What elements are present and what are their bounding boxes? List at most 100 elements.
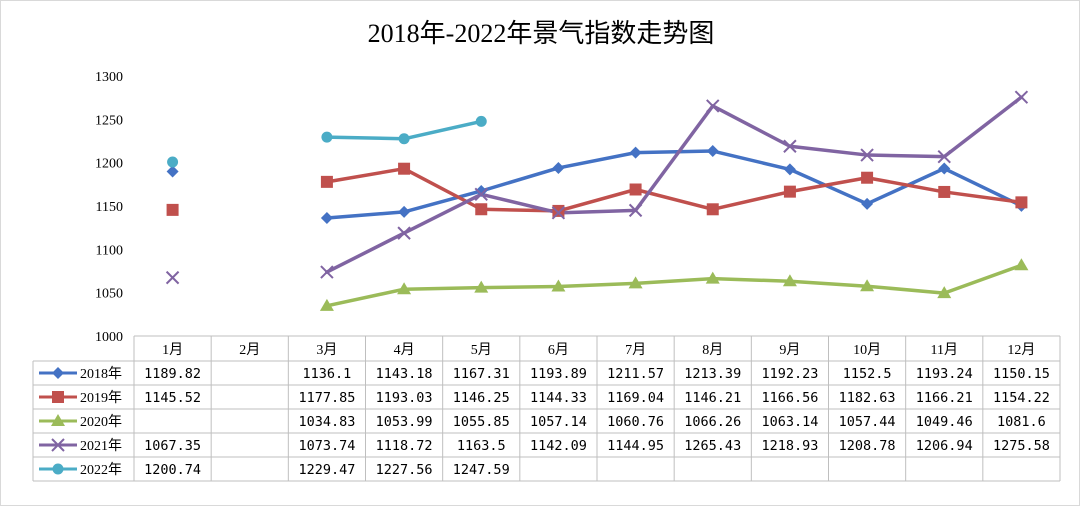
data-point-2019	[320, 175, 333, 188]
data-point-2018	[783, 163, 796, 176]
data-label: 1152.5	[843, 366, 892, 382]
data-point-2020	[474, 280, 489, 293]
data-point-2018	[475, 184, 488, 197]
data-point-2019	[475, 203, 488, 216]
legend-label: 2021年	[80, 438, 122, 454]
data-label: 1193.24	[916, 366, 973, 382]
data-label: 1275.58	[993, 438, 1050, 454]
data-label: 1177.85	[298, 390, 355, 406]
data-point-2021	[628, 203, 643, 218]
data-label: 1146.25	[453, 390, 510, 406]
data-point-2018	[629, 146, 642, 159]
data-point-2018	[166, 165, 179, 178]
data-point-2020	[782, 274, 797, 287]
data-label: 1146.21	[684, 390, 741, 406]
data-point-2021	[165, 270, 180, 285]
data-label: 1167.31	[453, 366, 510, 382]
x-tick-label: 4月	[394, 342, 415, 358]
legend-label: 2019年	[80, 390, 122, 406]
data-label: 1166.56	[761, 390, 818, 406]
data-point-2019	[629, 183, 642, 196]
data-label: 1182.63	[839, 390, 896, 406]
x-tick-label: 6月	[548, 342, 569, 358]
data-label: 1193.03	[376, 390, 433, 406]
data-point-2021	[320, 265, 334, 279]
data-point-2020	[705, 271, 720, 284]
legend-key-marker	[51, 438, 65, 452]
data-point-2020	[397, 282, 412, 295]
data-label: 1081.6	[997, 414, 1046, 430]
x-tick-label: 8月	[702, 342, 723, 358]
data-point-2019	[938, 185, 951, 198]
data-point-2022	[398, 133, 410, 145]
data-label: 1193.89	[530, 366, 587, 382]
legend-label: 2022年	[80, 462, 122, 478]
x-tick-label: 10月	[853, 342, 881, 358]
x-tick-label: 11月	[931, 342, 958, 358]
data-point-2018	[706, 145, 719, 158]
data-label: 1144.95	[607, 438, 664, 454]
y-tick-label: 1250	[95, 113, 123, 128]
data-point-2018	[398, 205, 411, 218]
series-lines	[325, 95, 1024, 308]
x-tick-label: 9月	[779, 342, 800, 358]
data-label: 1163.5	[457, 438, 506, 454]
data-label: 1154.22	[993, 390, 1050, 406]
series-line-2020	[325, 263, 1024, 308]
data-label: 1053.99	[376, 414, 433, 430]
legend-label: 2018年	[80, 366, 122, 382]
y-tick-label: 1200	[95, 157, 123, 172]
y-tick-label: 1050	[95, 287, 123, 302]
legend-key-marker	[52, 391, 64, 403]
data-point-2020	[937, 286, 952, 299]
data-point-2019	[166, 203, 179, 216]
data-table-body: 2018年 1189.82 1136.1 1143.18 1167.31 1193.89 1…	[39, 366, 1050, 478]
data-point-2018	[552, 161, 565, 174]
data-point-2020	[860, 279, 875, 292]
data-point-2021	[551, 206, 566, 220]
data-label: 1067.35	[144, 438, 201, 454]
y-tick-label: 1000	[95, 330, 123, 345]
data-label: 1049.46	[916, 414, 973, 430]
x-tick-label: 5月	[471, 342, 492, 358]
data-label: 1189.82	[144, 366, 201, 382]
data-table-header: 1月 2月 3月 4月 5月 6月 7月 8月 9月 10月 11月 12月	[162, 342, 1035, 358]
y-axis: 1000 1050 1100 1150 1200 1250 1300	[95, 70, 123, 345]
data-point-2021	[397, 226, 411, 240]
legend-key-marker	[52, 463, 64, 475]
data-point-2021	[937, 149, 951, 164]
x-tick-label: 2月	[239, 342, 260, 358]
data-point-2020	[319, 298, 334, 311]
data-point-2021	[860, 148, 874, 162]
data-point-2020	[551, 279, 566, 292]
data-point-2022	[321, 131, 333, 143]
y-tick-label: 1100	[96, 243, 123, 258]
data-label: 1211.57	[607, 366, 664, 382]
data-point-2021	[706, 99, 720, 113]
data-label: 1213.39	[684, 366, 741, 382]
data-label: 1060.76	[607, 414, 664, 430]
y-tick-label: 1150	[96, 200, 123, 215]
legend-key-marker	[52, 367, 64, 379]
data-point-2019	[552, 204, 565, 217]
data-label: 1247.59	[453, 462, 510, 478]
data-label: 1200.74	[144, 462, 201, 478]
data-point-2021	[783, 139, 797, 153]
data-label: 1229.47	[298, 462, 355, 478]
data-label: 1206.94	[916, 438, 973, 454]
data-point-2019	[861, 171, 874, 184]
data-point-2022	[475, 115, 487, 127]
x-tick-label: 12月	[1007, 342, 1035, 358]
y-tick-label: 1300	[95, 70, 123, 85]
data-table-grid	[32, 335, 1061, 482]
chart-title: 2018年-2022年景气指数走势图	[368, 19, 715, 48]
data-label: 1169.04	[607, 390, 664, 406]
data-label: 1057.14	[530, 414, 587, 430]
data-label: 1166.21	[916, 390, 973, 406]
data-label: 1227.56	[376, 462, 433, 478]
data-point-2020	[628, 276, 643, 289]
data-label: 1063.14	[761, 414, 818, 430]
data-label: 1218.93	[761, 438, 818, 454]
